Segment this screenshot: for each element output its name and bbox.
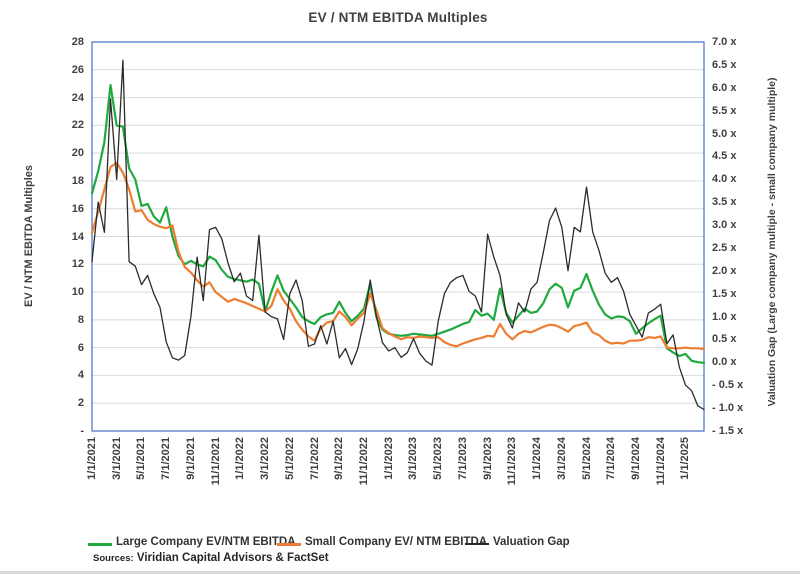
gap-series-swatch-icon	[465, 543, 489, 545]
y-axis-left-tick-label: 20	[71, 147, 84, 160]
x-axis-tick-label: 1/1/2025	[679, 437, 692, 480]
y-axis-left-tick-label: 26	[71, 63, 84, 76]
y-axis-right-tick-label: 3.0 x	[712, 219, 737, 232]
small-series-swatch-icon	[277, 543, 301, 546]
x-axis-tick-label: 5/1/2023	[432, 437, 445, 480]
legend-label-large: Large Company EV/NTM EBITDA	[116, 536, 296, 548]
y-axis-left-tick-label: 2	[77, 397, 84, 410]
x-axis-tick-label: 9/1/2024	[630, 437, 642, 480]
sources-text: Viridian Capital Advisors & FactSet	[136, 552, 329, 564]
chart-title: EV / NTM EBITDA Multiples	[308, 10, 488, 25]
x-axis-tick-label: 1/1/2023	[382, 437, 395, 480]
y-axis-right-tick-label: 2.0 x	[712, 264, 737, 277]
y-axis-left-tick-label: 6	[77, 341, 84, 354]
x-axis-tick-label: 3/1/2021	[110, 437, 123, 480]
x-axis-tick-label: 11/1/2022	[358, 437, 370, 486]
y-axis-right-tick-label: 6.5 x	[712, 58, 737, 71]
right-axis-title: Valuation Gap (Large company multiple - …	[766, 77, 778, 407]
y-axis-right-tick-label: - 1.0 x	[712, 402, 744, 415]
x-axis-tick-label: 7/1/2021	[160, 437, 173, 480]
y-axis-right-tick-label: 3.5 x	[712, 196, 737, 209]
x-axis-tick-label: 3/1/2022	[259, 437, 272, 480]
y-axis-left-tick-label: 10	[71, 286, 84, 299]
x-axis-tick-label: 3/1/2024	[555, 437, 568, 480]
y-axis-left-tick-label: 18	[71, 174, 84, 187]
y-axis-left-tick-label: 8	[77, 313, 84, 326]
large-series-swatch-icon	[88, 543, 112, 546]
legend-label-small: Small Company EV/ NTM EBITDA	[305, 536, 488, 548]
x-axis-tick-label: 5/1/2024	[580, 437, 593, 480]
x-axis-tick-label: 5/1/2022	[283, 437, 296, 480]
x-axis-tick-label: 5/1/2021	[135, 437, 148, 480]
y-axis-right-tick-label: 0.0 x	[712, 356, 737, 369]
x-axis-tick-label: 1/1/2021	[86, 437, 98, 480]
y-axis-left-tick-label: -	[80, 425, 84, 437]
y-axis-right-tick-label: 4.0 x	[712, 173, 737, 186]
x-axis-tick-label: 9/1/2023	[481, 437, 494, 480]
x-axis-tick-label: 9/1/2022	[333, 437, 346, 480]
y-axis-left-tick-label: 14	[71, 230, 84, 243]
sources-note: Sources: Viridian Capital Advisors & Fac…	[93, 552, 329, 564]
x-axis-tick-label: 1/1/2022	[234, 437, 247, 480]
y-axis-right-tick-label: 4.5 x	[712, 150, 737, 163]
x-axis-tick-label: 3/1/2023	[407, 437, 420, 480]
y-axis-right-tick-label: 6.0 x	[712, 81, 737, 94]
y-axis-right-tick-label: 7.0 x	[712, 36, 737, 48]
x-axis-tick-label: 7/1/2022	[308, 437, 321, 480]
x-axis-tick-label: 1/1/2024	[531, 437, 544, 480]
x-axis-tick-label: 11/1/2024	[654, 437, 667, 486]
y-axis-right-tick-label: 5.0 x	[712, 127, 737, 140]
y-axis-right-tick-label: 0.5 x	[712, 333, 737, 346]
y-axis-left-tick-label: 4	[77, 369, 84, 382]
x-axis-tick-label: 11/1/2023	[506, 437, 519, 486]
y-axis-left-tick-label: 24	[71, 91, 84, 104]
x-axis-tick-label: 7/1/2023	[456, 437, 469, 480]
x-axis-tick-label: 9/1/2021	[184, 437, 197, 480]
x-axis-tick-label: 7/1/2024	[605, 437, 618, 480]
sources-prefix: Sources:	[93, 553, 134, 564]
x-axis-tick-label: 11/1/2021	[209, 437, 222, 486]
legend-label-gap: Valuation Gap	[493, 536, 570, 548]
y-axis-left-tick-label: 12	[71, 258, 84, 271]
y-axis-right-tick-label: 1.0 x	[712, 310, 737, 323]
y-axis-right-tick-label: 5.5 x	[712, 104, 737, 117]
y-axis-left-tick-label: 28	[71, 36, 84, 48]
left-axis-title: EV / NTM EBITDA Multiples	[23, 165, 35, 307]
series-line-gap	[91, 59, 705, 411]
y-axis-left-tick-label: 16	[71, 202, 84, 215]
series-line-large	[90, 83, 706, 364]
y-axis-right-tick-label: - 0.5 x	[712, 379, 744, 392]
y-axis-right-tick-label: 2.5 x	[712, 241, 737, 254]
y-axis-left-tick-label: 22	[71, 119, 84, 132]
plot-border	[91, 41, 705, 432]
y-axis-right-tick-label: - 1.5 x	[712, 425, 744, 437]
series-line-small	[90, 161, 706, 351]
y-axis-right-tick-label: 1.5 x	[712, 287, 737, 300]
window-bottom-edge	[0, 571, 800, 574]
